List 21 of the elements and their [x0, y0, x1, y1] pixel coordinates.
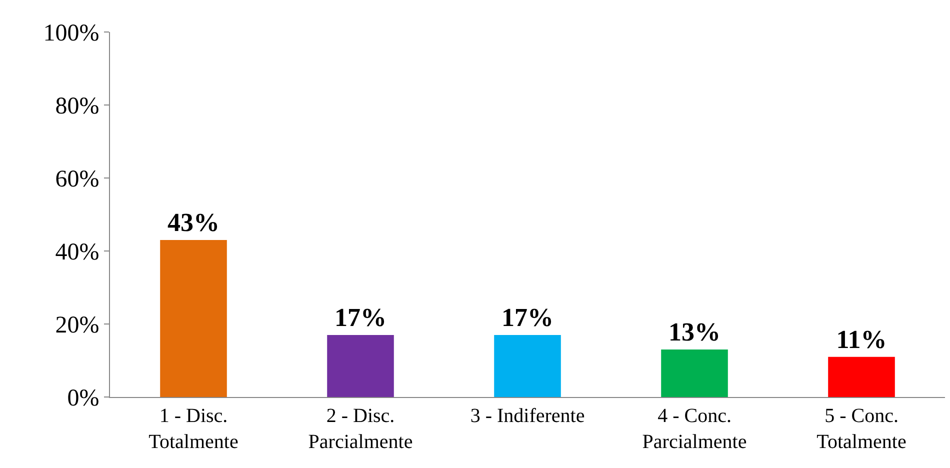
bar: [661, 350, 728, 397]
data-label: 17%: [334, 302, 386, 332]
y-tick-label: 0%: [67, 385, 100, 412]
data-label: 11%: [836, 324, 887, 354]
x-tick-label: 5 - Conc. Totalmente: [816, 405, 906, 453]
data-label: 17%: [502, 302, 554, 332]
y-tick-label: 40%: [55, 239, 100, 266]
bar: [828, 356, 895, 397]
data-label: 43%: [168, 208, 220, 238]
x-tick-label: 1 - Disc. Totalmente: [148, 405, 238, 453]
bar: [327, 334, 394, 397]
y-tick-label: 80%: [55, 93, 100, 120]
y-tick-label: 20%: [55, 312, 100, 338]
x-tick-label: 3 - Indiferente: [470, 405, 585, 427]
bar: [494, 334, 561, 397]
y-tick-label: 60%: [55, 166, 100, 192]
y-tick-label: 100%: [43, 20, 100, 46]
bar: [160, 240, 227, 397]
x-tick-label: 2 - Disc. Parcialmente: [308, 405, 413, 453]
x-tick-label: 4 - Conc. Parcialmente: [642, 405, 747, 453]
data-label: 13%: [668, 318, 720, 347]
